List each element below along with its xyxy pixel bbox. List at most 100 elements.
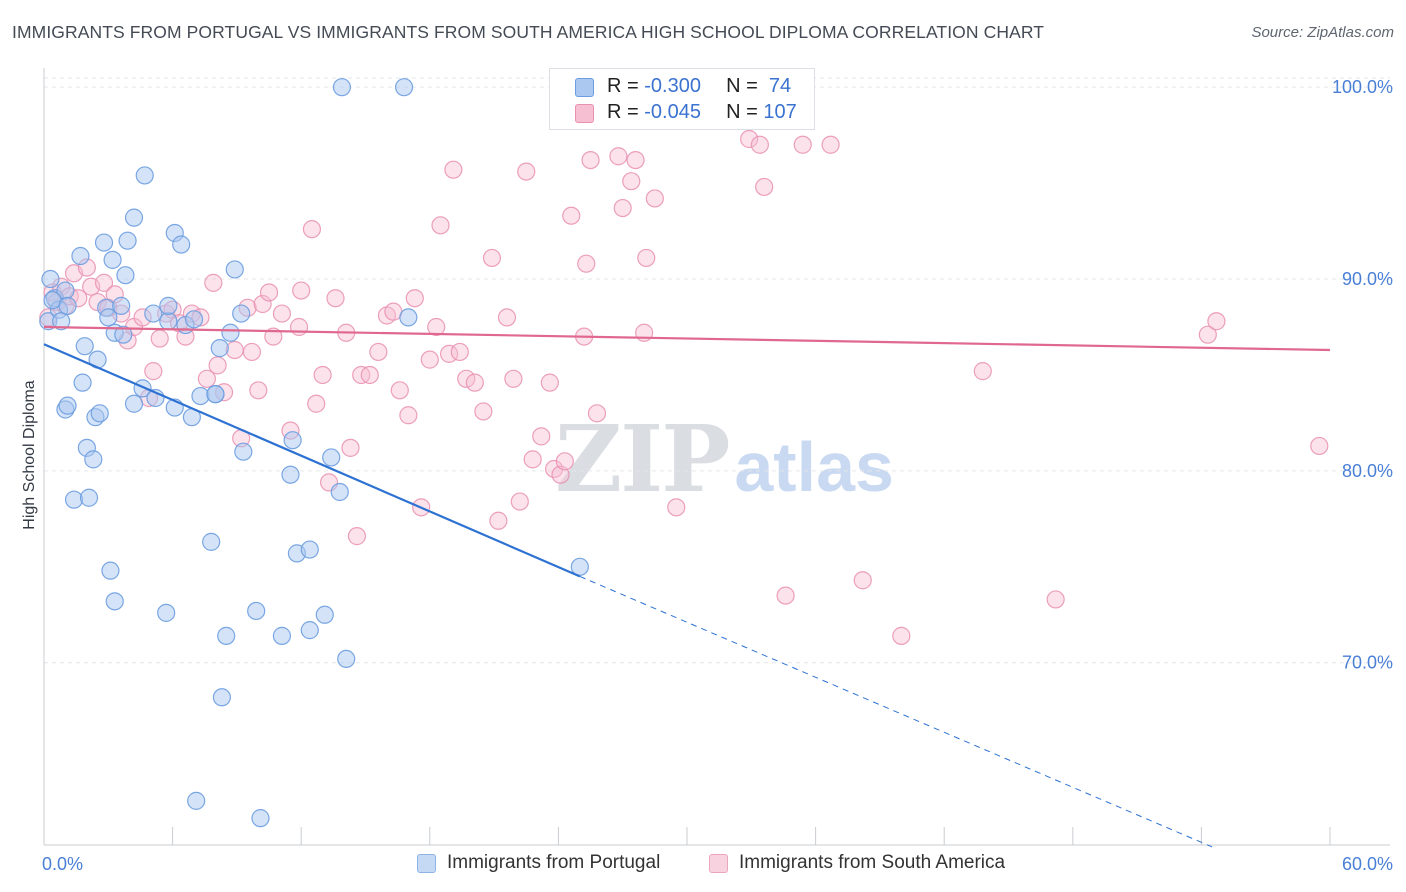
data-point-portugal [272, 626, 292, 645]
data-point-south-america [510, 492, 529, 511]
data-point-south-america [667, 498, 686, 517]
data-point-south-america [622, 172, 641, 191]
data-point-south-america [204, 273, 223, 292]
data-point-portugal [210, 339, 229, 358]
data-point-south-america [609, 147, 628, 166]
data-point-south-america [390, 381, 409, 400]
legend-label-south-america: Immigrants from South America [739, 852, 1006, 873]
data-point-south-america [313, 365, 332, 385]
legend-r-label: R = [607, 101, 645, 123]
y-tick-label: 100.0% [1332, 77, 1393, 97]
trend-lines [43, 325, 1331, 848]
data-point-south-america [532, 427, 551, 446]
data-point-portugal [52, 312, 71, 331]
data-point-south-america [750, 135, 769, 154]
data-point-south-america [1207, 312, 1226, 331]
data-point-portugal [157, 603, 176, 622]
trend-line-portugal [43, 343, 581, 578]
data-point-south-america [399, 406, 418, 425]
data-point-south-america [740, 129, 759, 149]
data-point-south-america [581, 150, 600, 170]
data-point-south-america [457, 369, 476, 388]
y-tick-label: 80.0% [1342, 461, 1393, 481]
data-point-south-america [94, 273, 114, 292]
data-point-portugal [116, 266, 135, 285]
data-point-portugal [73, 373, 92, 392]
data-point-south-america [755, 177, 774, 197]
data-point-portugal [71, 246, 90, 266]
data-point-portugal [103, 250, 122, 269]
data-point-portugal [84, 450, 103, 469]
data-point-south-america [253, 294, 272, 314]
data-point-south-america [555, 452, 574, 471]
legend-r-value: -0.300 [644, 75, 701, 97]
data-point-south-america [637, 248, 656, 268]
chart-title: IMMIGRANTS FROM PORTUGAL VS IMMIGRANTS F… [12, 22, 1045, 42]
data-point-south-america [259, 283, 279, 302]
source-label: Source: ZipAtlas.com [1251, 24, 1394, 41]
data-point-south-america [504, 369, 523, 388]
data-point-south-america [302, 220, 322, 239]
data-point-south-america [431, 216, 450, 235]
data-point-portugal [300, 540, 319, 559]
data-point-south-america [289, 317, 309, 337]
data-point-south-america [853, 571, 872, 590]
legend-swatch-blue [417, 854, 436, 873]
data-point-portugal [124, 394, 144, 413]
data-point-portugal [135, 166, 154, 185]
data-point-south-america [821, 135, 840, 154]
data-point-portugal [234, 442, 253, 461]
data-point-portugal [124, 208, 144, 227]
data-point-portugal [112, 296, 131, 315]
data-point-south-america [465, 373, 484, 392]
legend-label-portugal: Immigrants from Portugal [447, 852, 661, 873]
legend-swatch-blue [575, 78, 594, 97]
data-point-south-america [626, 150, 645, 170]
data-point-south-america [242, 342, 262, 362]
x-tick-label-min: 0.0% [42, 854, 83, 874]
data-point-south-america [144, 362, 163, 381]
gridlines [44, 77, 1390, 664]
legend-swatch-pink [575, 104, 594, 123]
data-point-portugal [172, 235, 191, 254]
data-point-south-america [613, 198, 632, 218]
tick-labels: 70.0% 80.0% 90.0% 100.0% 0.0% 60.0% High Schoo… [21, 77, 1393, 874]
data-point-south-america [1046, 590, 1065, 609]
data-point-portugal [202, 532, 221, 551]
data-point-portugal [330, 482, 349, 502]
data-point-portugal [99, 308, 118, 327]
data-point-south-america [776, 586, 795, 605]
data-point-south-america [551, 465, 570, 484]
data-point-south-america [420, 350, 439, 369]
data-point-portugal [300, 621, 319, 640]
data-point-south-america [444, 160, 463, 179]
data-point-portugal [105, 592, 124, 611]
y-axis-label: High School Diploma [21, 380, 38, 530]
data-point-south-america [892, 626, 911, 645]
data-point-portugal [225, 260, 244, 279]
data-point-south-america [225, 340, 244, 360]
legend-n-value: 74 [763, 75, 792, 97]
data-point-south-america [489, 511, 508, 530]
correlation-legend: R = -0.300 N = 74 R = -0.045 N = 107 [549, 68, 815, 130]
data-point-portugal [159, 296, 178, 315]
data-point-south-america [307, 394, 326, 413]
data-point-portugal [75, 337, 94, 356]
legend-n-label: N = [726, 75, 764, 97]
data-point-portugal [118, 231, 137, 250]
data-point-south-america [272, 304, 292, 323]
y-tick-label: 90.0% [1342, 269, 1393, 289]
data-point-portugal [58, 296, 77, 315]
data-point-portugal [399, 308, 418, 327]
data-point-portugal [322, 448, 341, 467]
data-point-portugal [114, 325, 133, 344]
data-point-south-america [497, 308, 517, 327]
data-point-south-america [150, 329, 169, 348]
x-tick-label-max: 60.0% [1342, 854, 1393, 874]
data-point-south-america [474, 402, 493, 421]
data-point-portugal [332, 78, 352, 97]
data-point-south-america [562, 206, 581, 225]
data-point-south-america [540, 373, 559, 392]
data-point-portugal [187, 791, 206, 810]
